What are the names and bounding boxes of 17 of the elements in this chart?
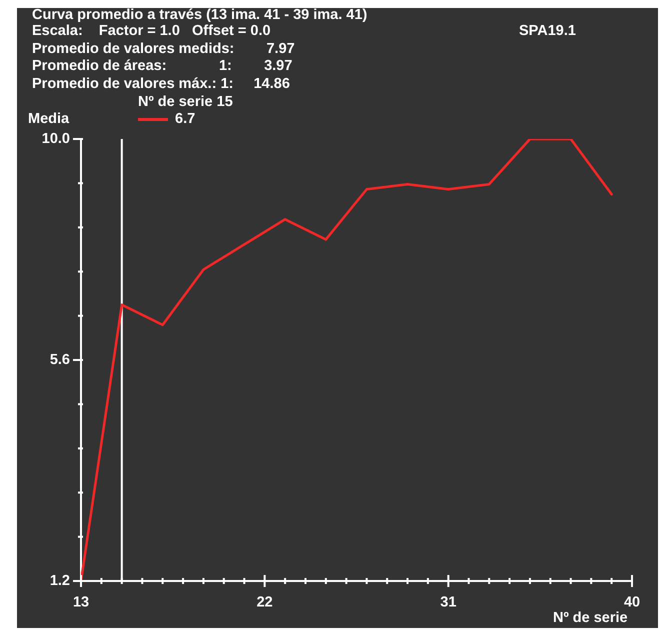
text: Promedio de valores máx.: 1: 14.86 — [32, 76, 290, 92]
y-tick-label: 1.2 — [50, 573, 70, 589]
x-tick-label: 13 — [72, 594, 90, 611]
text: SPA19.1 — [519, 23, 576, 39]
y-tick-label: 5.6 — [50, 352, 70, 368]
x-tick-label: 40 — [624, 594, 640, 611]
x-tick-label: 22 — [256, 594, 273, 611]
text: Promedio de áreas: 1: 3.97 — [32, 58, 292, 74]
y-tick-label: 10.0 — [42, 131, 70, 147]
text: Promedio de valores medids: 7.97 — [32, 41, 295, 57]
y-axis-title: Media — [28, 111, 70, 127]
x-axis-title: Nº de serie — [553, 610, 628, 626]
legend-title: Nº de serie 15 — [138, 94, 233, 110]
text: Escala: Factor = 1.0 Offset = 0.0 — [32, 23, 271, 39]
x-tick-label: 31 — [440, 594, 456, 611]
legend-label: 6.7 — [175, 110, 196, 126]
chart-title: Curva promedio a través (13 ima. 41 - 39 ima. 41) — [32, 7, 368, 23]
